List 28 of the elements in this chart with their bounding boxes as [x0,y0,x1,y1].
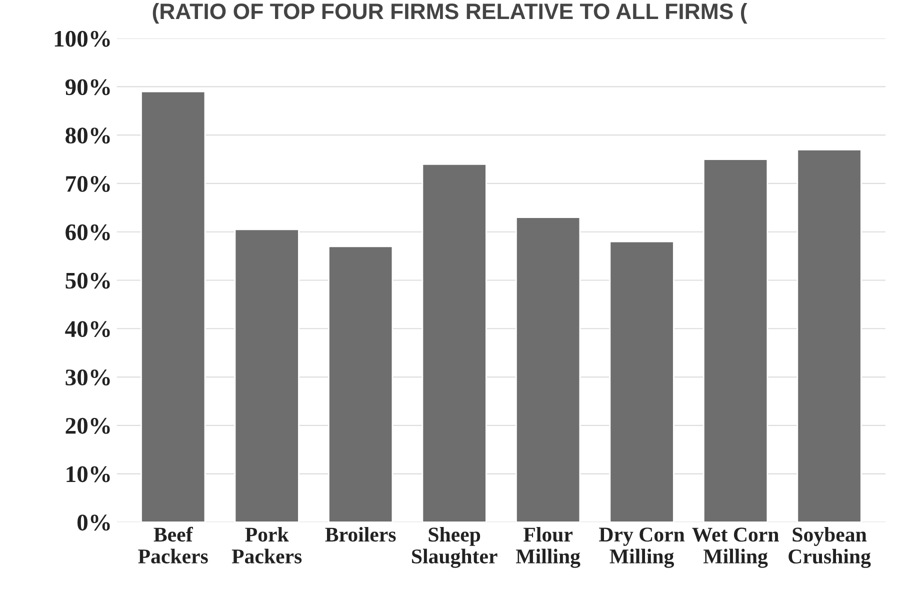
y-tick-label: 20% [66,418,110,434]
bar [140,90,206,522]
x-tick-label: Wet Corn Milling [692,528,779,568]
x-tick-label: Flour Milling [516,527,580,568]
bar [422,163,487,522]
y-tick-label: 30% [66,370,110,386]
bar [234,228,300,522]
x-tick-label: Pork Packers [232,527,302,564]
x-tick-label: Soybean Crushing [788,527,871,568]
y-tick-label: 100% [54,30,110,47]
y-tick-label: 80% [66,128,110,144]
x-tick-label: Sheep Slaughter [412,527,498,568]
bar [796,148,862,522]
x-tick-label: Dry Corn Milling [599,528,685,568]
bar [328,246,394,522]
bar [609,240,674,522]
y-tick-label: 70% [66,176,110,192]
y-tick-label: 50% [66,272,110,289]
y-tick-label: 90% [65,79,110,96]
y-tick-label: 60% [66,224,110,240]
bar [515,216,581,522]
x-tick-label: Beef Packers [138,526,208,564]
y-tick-label: 10% [66,466,110,482]
y-tick-label: 0% [77,514,110,531]
x-tick-label: Broilers [325,527,396,542]
bar [702,158,768,522]
y-tick-label: 40% [65,321,110,338]
chart-title: (RATIO OF TOP FOUR FIRMS RELATIVE TO ALL FIRMS ( [152,2,748,24]
